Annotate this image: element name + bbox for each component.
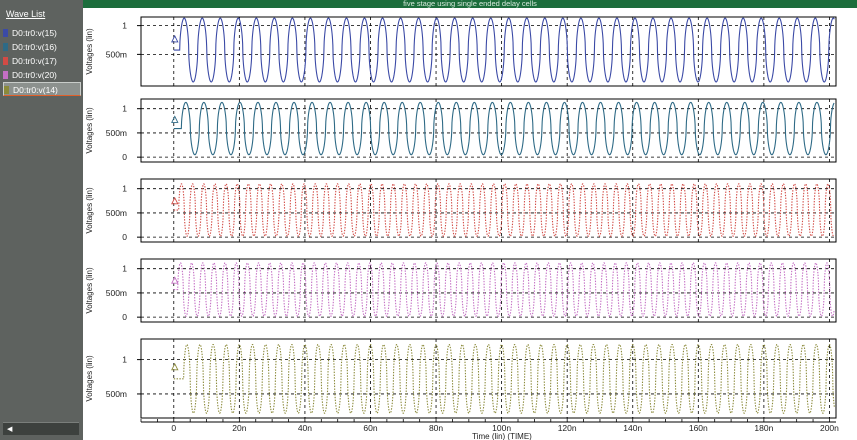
wave-start-marker (171, 362, 179, 371)
x-tick-label: 140n (623, 423, 642, 433)
y-axis-label: Voltages (lin) (85, 107, 94, 154)
y-tick-label: 0 (122, 152, 127, 162)
wave-list-panel: Wave List D0:tr0:v(15) D0:tr0:v(16) D0:t… (0, 0, 83, 440)
waveform-line (173, 343, 835, 414)
y-tick-label: 500m (106, 389, 127, 399)
wave-item-label: D0:tr0:v(20) (12, 70, 57, 80)
waveform-line (173, 101, 835, 156)
panel-frame (140, 338, 837, 419)
x-tick-label: 160n (689, 423, 708, 433)
y-tick-label: 0 (122, 312, 127, 322)
y-tick-label: 1 (122, 104, 127, 114)
wave-item-label: D0:tr0:v(15) (12, 28, 57, 38)
x-tick-label: 20n (232, 423, 246, 433)
x-axis-label: Time (lin) (TIME) (472, 432, 532, 440)
wave-start-marker (171, 34, 179, 43)
wave-color-swatch (4, 86, 9, 94)
wave-panel: 1 500m 0 Voltages (lin) (85, 98, 837, 163)
y-tick-label: 1 (122, 184, 127, 194)
y-tick-label: 1 (122, 264, 127, 274)
wave-start-marker (171, 276, 179, 284)
y-tick-label: 1 (122, 21, 127, 31)
y-tick-label: 500m (106, 288, 127, 298)
x-tick-label: 80n (429, 423, 443, 433)
x-tick-label: 120n (558, 423, 577, 433)
y-axis-label: Voltages (lin) (85, 267, 94, 314)
x-tick-label: 200n (820, 423, 839, 433)
wave-panel: 1 500m 0 Voltages (lin) (85, 258, 837, 323)
panel-frame (140, 258, 837, 323)
wave-list: D0:tr0:v(15) D0:tr0:v(16) D0:tr0:v(17) D… (3, 26, 81, 96)
wave-item-label: D0:tr0:v(16) (12, 42, 57, 52)
wave-color-swatch (3, 43, 8, 51)
y-tick-label: 500m (106, 49, 127, 59)
y-axis-label: Voltages (lin) (85, 187, 94, 234)
waveform-line (173, 262, 835, 317)
y-tick-label: 500m (106, 128, 127, 138)
y-axis-label: Voltages (lin) (85, 28, 94, 75)
x-tick-label: 100n (492, 423, 511, 433)
wave-item-v16[interactable]: D0:tr0:v(16) (3, 40, 81, 54)
x-tick-label: 0 (171, 423, 176, 433)
wave-list-title: Wave List (6, 9, 46, 19)
chart-title: five stage using single ended delay cell… (403, 0, 537, 8)
scroll-left-icon[interactable]: ◀ (7, 426, 13, 433)
wave-item-v14[interactable]: D0:tr0:v(14) (3, 82, 81, 96)
wave-color-swatch (3, 57, 8, 65)
wave-color-swatch (3, 71, 8, 79)
wave-item-v20[interactable]: D0:tr0:v(20) (3, 68, 81, 82)
wave-item-label: D0:tr0:v(17) (12, 56, 57, 66)
wave-panel: 1 500m 0 Voltages (lin) (85, 178, 837, 243)
y-tick-label: 0 (122, 232, 127, 242)
wave-start-marker (171, 196, 179, 205)
chart-title-bar: five stage using single ended delay cell… (83, 0, 857, 8)
y-tick-label: 500m (106, 208, 127, 218)
wave-item-v15[interactable]: D0:tr0:v(15) (3, 26, 81, 40)
y-axis-label: Voltages (lin) (85, 355, 94, 402)
wave-color-swatch (3, 29, 8, 37)
wave-item-v17[interactable]: D0:tr0:v(17) (3, 54, 81, 68)
wave-start-marker (171, 115, 179, 123)
wave-panel: 1 500m Voltages (lin) (85, 16, 837, 87)
waveform-line (173, 183, 835, 237)
wave-panel: 1 500m Voltages (lin) (85, 338, 837, 419)
waveform-line (173, 17, 835, 83)
x-tick-label: 60n (363, 423, 377, 433)
sidebar-scrollbar[interactable]: ◀ (3, 422, 79, 435)
x-tick-label: 180n (754, 423, 773, 433)
wave-item-label: D0:tr0:v(14) (13, 85, 58, 95)
x-tick-label: 40n (298, 423, 312, 433)
y-tick-label: 1 (122, 355, 127, 365)
